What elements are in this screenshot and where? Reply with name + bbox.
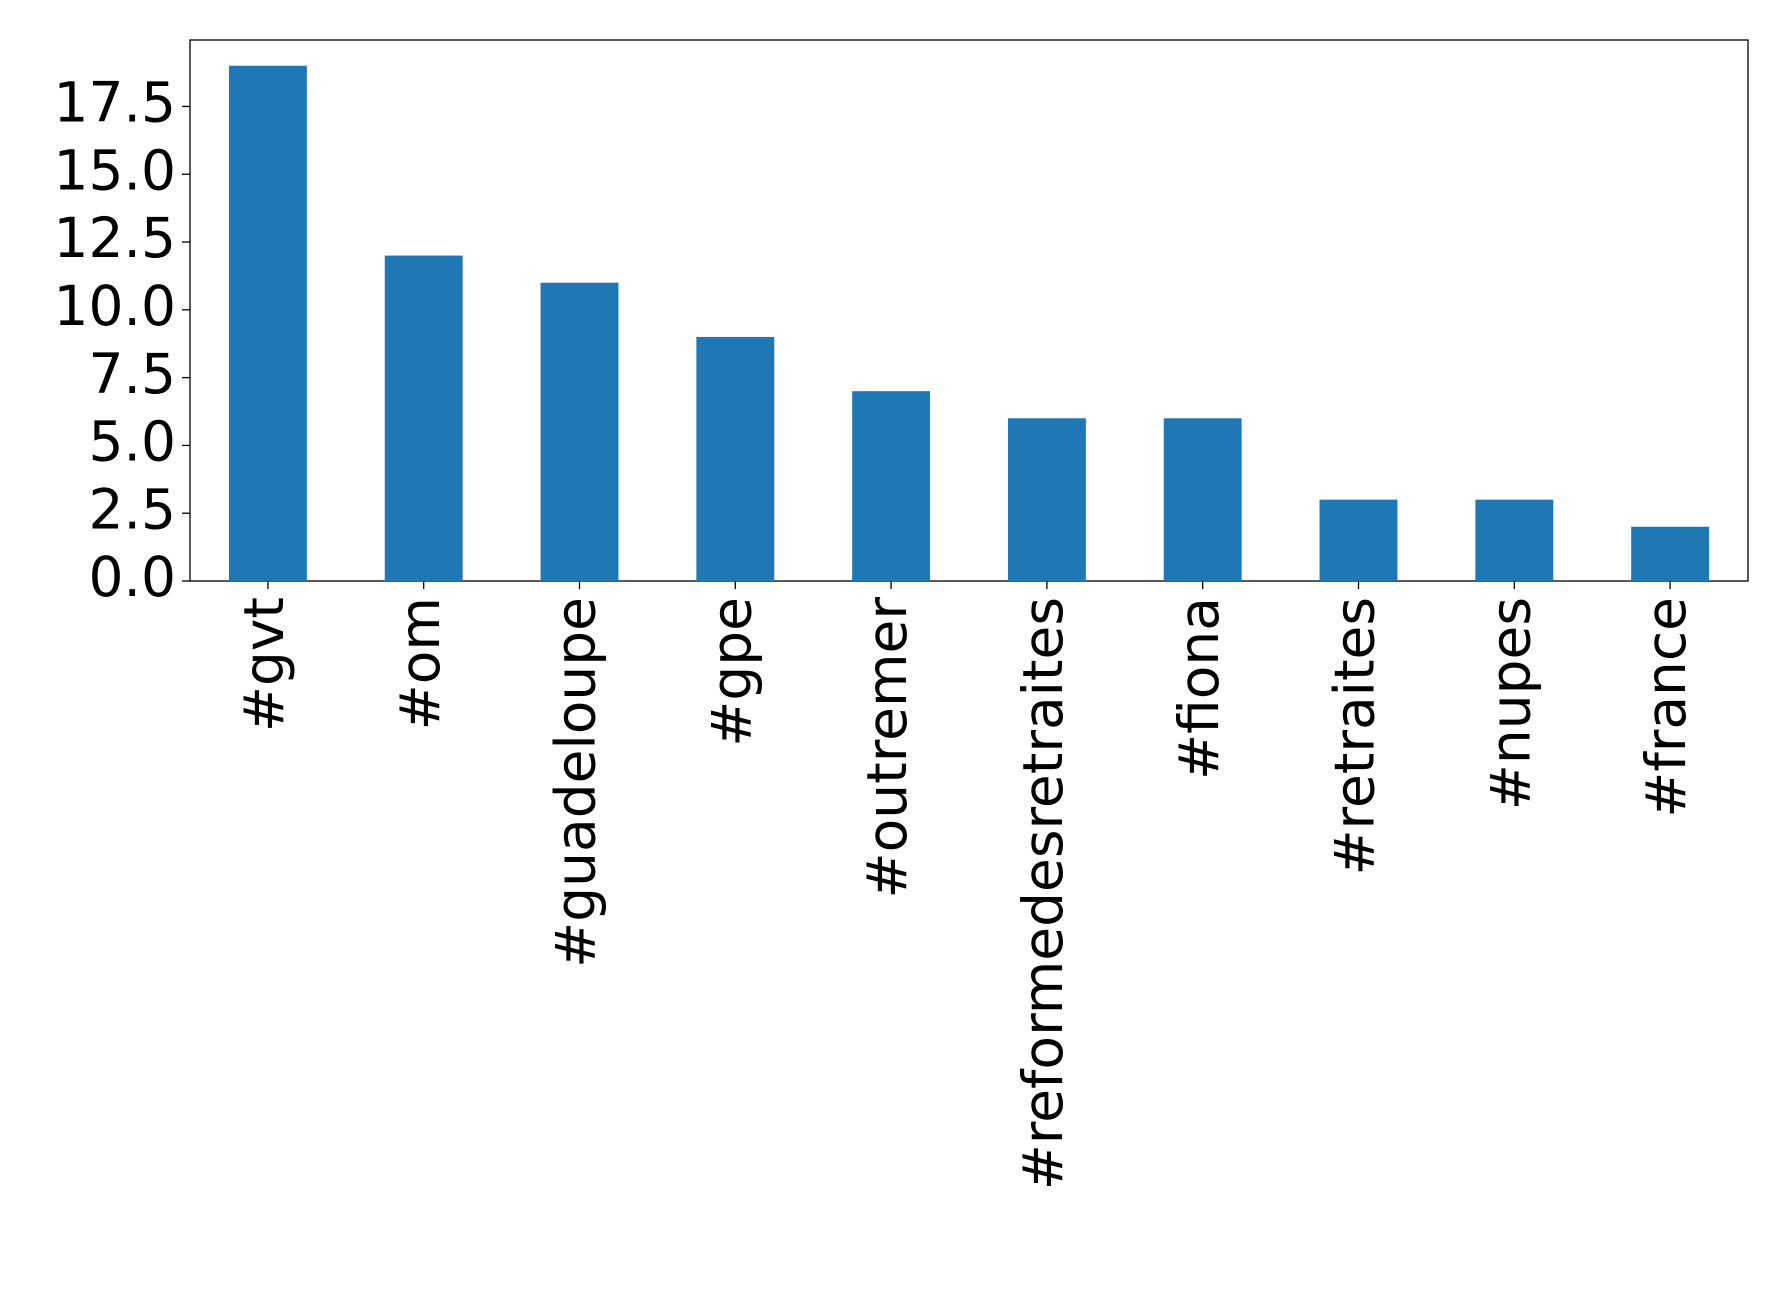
y-tick-label: 12.5 bbox=[54, 206, 176, 270]
y-tick-label: 0.0 bbox=[89, 545, 176, 609]
y-tick-label: 17.5 bbox=[54, 71, 176, 135]
bar bbox=[540, 282, 619, 581]
x-tick-label: #retraites bbox=[1323, 597, 1387, 876]
x-tick-label: #reformedesretraites bbox=[1011, 597, 1075, 1190]
x-tick-label: #gvt bbox=[232, 597, 296, 732]
y-tick-label: 5.0 bbox=[89, 410, 176, 474]
y-tick-label: 2.5 bbox=[89, 477, 176, 541]
x-tick-label: #guadeloupe bbox=[544, 597, 608, 968]
bar bbox=[1007, 418, 1086, 581]
x-tick-label: #outremer bbox=[855, 597, 919, 899]
bar bbox=[852, 391, 931, 581]
bar bbox=[1631, 526, 1710, 581]
plot-frame bbox=[189, 39, 1749, 582]
x-tick-label: #gpe bbox=[699, 597, 763, 747]
bar bbox=[696, 336, 775, 581]
bar bbox=[1163, 418, 1242, 581]
x-tick-label: #nupes bbox=[1478, 597, 1542, 810]
x-tick-label: #om bbox=[388, 597, 452, 730]
bar bbox=[1475, 499, 1554, 581]
bar bbox=[384, 255, 463, 581]
bar bbox=[228, 65, 307, 581]
y-tick-label: 10.0 bbox=[54, 274, 176, 338]
x-tick-label: #france bbox=[1634, 597, 1698, 818]
bar bbox=[1319, 499, 1398, 581]
y-tick-label: 7.5 bbox=[89, 342, 176, 406]
y-tick-label: 15.0 bbox=[54, 138, 176, 202]
x-tick-label: #fiona bbox=[1167, 597, 1231, 780]
